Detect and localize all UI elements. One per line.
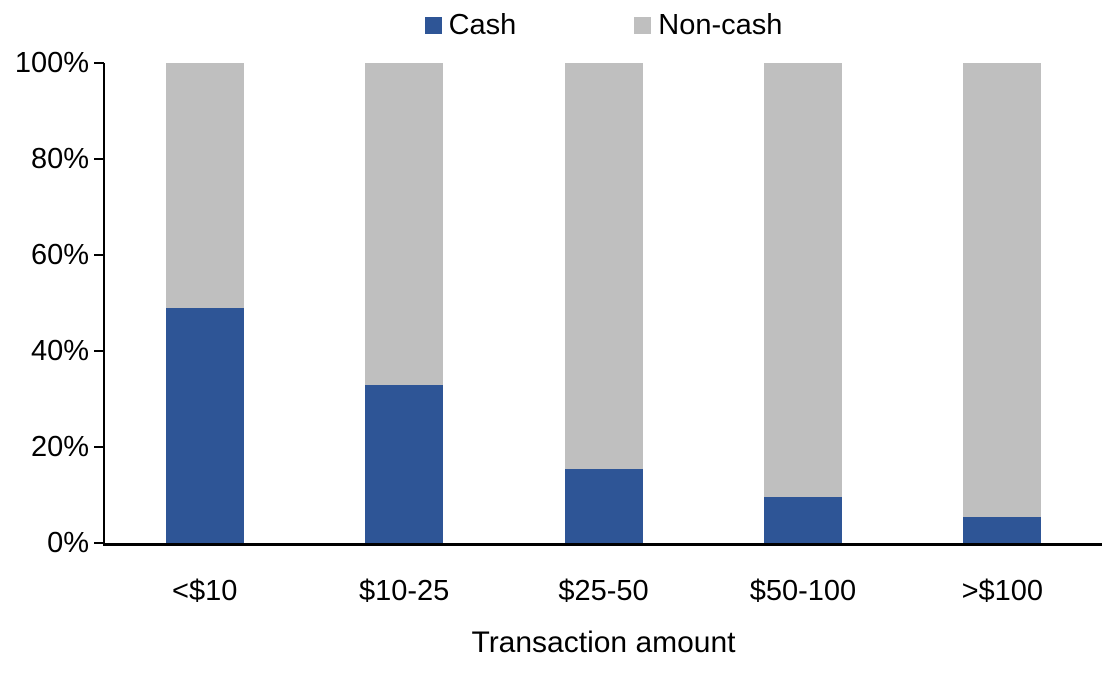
bar-segment-non-cash — [165, 63, 244, 308]
y-tick-label: 60% — [30, 239, 89, 271]
bar-segment-cash — [763, 497, 842, 543]
bar-segment-non-cash — [564, 63, 643, 469]
y-tick-label: 0% — [47, 527, 89, 559]
bar-segment-cash — [165, 307, 244, 543]
chart-legend: Cash Non-cash — [105, 8, 1102, 42]
y-tick-label: 20% — [30, 431, 89, 463]
x-axis-line — [103, 543, 1102, 546]
bar-column-10 — [105, 63, 304, 543]
plot-area — [105, 63, 1102, 543]
y-tick-mark — [94, 254, 104, 256]
y-tick-mark — [94, 446, 104, 448]
bar-column-10-25 — [304, 63, 503, 543]
bar-segment-cash — [365, 384, 444, 543]
bar-segment-non-cash — [763, 63, 842, 498]
bar-segment-non-cash — [963, 63, 1042, 517]
x-axis-title: Transaction amount — [471, 626, 736, 659]
legend-swatch-cash-icon — [424, 16, 442, 34]
x-tick-label: $10-25 — [358, 575, 450, 607]
legend-item-cash: Cash — [424, 8, 517, 42]
bar-stack — [763, 63, 842, 543]
x-tick-label: >$100 — [961, 575, 1044, 607]
bar-stack — [165, 63, 244, 543]
y-tick-label: 40% — [30, 335, 89, 367]
x-tick-label: <$10 — [172, 575, 238, 607]
y-tick-label: 100% — [14, 47, 89, 79]
x-tick-label: $25-50 — [558, 575, 649, 607]
y-tick-mark — [94, 62, 104, 64]
y-tick-mark — [94, 350, 104, 352]
y-axis-line — [103, 63, 105, 546]
y-tick-mark — [94, 158, 104, 160]
bar-segment-cash — [963, 516, 1042, 543]
bar-segment-non-cash — [365, 63, 444, 385]
x-axis-tick-labels: <$10 $10-25 $25-50 $50-100 >$100 — [105, 573, 1102, 609]
bar-stack — [564, 63, 643, 543]
y-tick-label: 80% — [30, 143, 89, 175]
y-tick-mark — [94, 542, 104, 544]
legend-label: Cash — [448, 9, 517, 41]
bar-stack — [963, 63, 1042, 543]
bar-column-100 — [903, 63, 1102, 543]
bar-column-25-50 — [504, 63, 703, 543]
legend-item-non-cash: Non-cash — [634, 8, 782, 42]
x-tick-label: $50-100 — [749, 575, 857, 607]
bar-stack — [365, 63, 444, 543]
legend-label: Non-cash — [658, 9, 783, 41]
bar-column-50-100 — [703, 63, 902, 543]
bar-segment-cash — [564, 468, 643, 543]
legend-swatch-non-cash-icon — [634, 16, 652, 34]
